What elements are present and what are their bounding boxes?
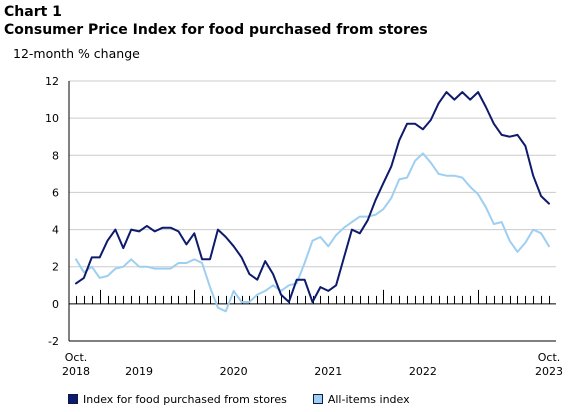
x-tick-label: 2021 — [314, 365, 342, 378]
legend-item-all-items: All-items index — [312, 392, 410, 406]
x-tick-label: 2023 — [535, 365, 563, 378]
series-lines — [75, 91, 550, 313]
y-tick-label: 8 — [52, 149, 59, 162]
y-tick-label: 12 — [45, 75, 59, 88]
y-tick-label: 2 — [52, 261, 59, 274]
legend: Index for food purchased from stores All… — [0, 386, 583, 412]
legend-swatch-food — [68, 394, 78, 404]
legend-swatch-all-items — [312, 394, 323, 404]
x-tick-label: 2022 — [409, 365, 437, 378]
series-line-food — [75, 91, 550, 303]
x-tick-label: 2019 — [125, 365, 153, 378]
x-tick-label: 2018 — [62, 365, 90, 378]
chart-title: Chart 1 — [4, 4, 62, 20]
y-tick-label: 0 — [52, 298, 59, 311]
y-tick-label: 10 — [45, 112, 59, 125]
y-tick-label: -2 — [48, 335, 59, 348]
axes — [68, 81, 556, 342]
chart-subtitle: Consumer Price Index for food purchased … — [4, 22, 428, 38]
x-tick-label: Oct. — [65, 351, 88, 364]
legend-label-all-items: All-items index — [327, 392, 410, 406]
gridlines — [69, 80, 556, 268]
series-line-all-items — [75, 152, 550, 313]
x-tick-label: Oct. — [538, 351, 561, 364]
legend-item-food: Index for food purchased from stores — [68, 393, 287, 406]
legend-label-food: Index for food purchased from stores — [83, 392, 287, 406]
y-axis-label: 12-month % change — [13, 46, 140, 61]
x-tick-label: 2020 — [220, 365, 248, 378]
y-tick-label: 4 — [52, 224, 59, 237]
y-tick-label: 6 — [52, 186, 59, 199]
